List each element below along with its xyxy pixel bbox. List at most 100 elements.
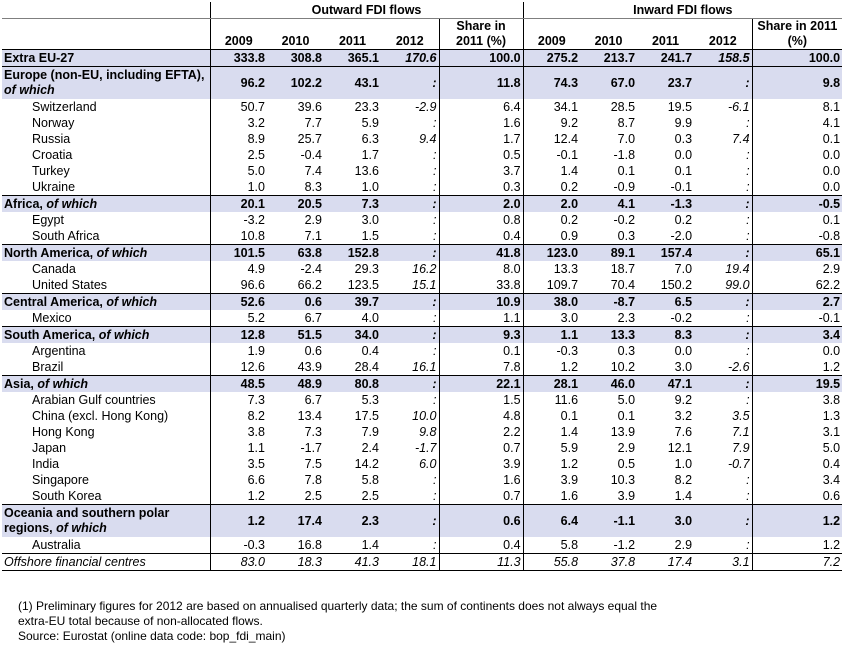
inward-2011-cell: 19.5 — [667, 99, 693, 114]
outward-2011-cell: 29.3 — [354, 261, 379, 276]
row-label: Oceania and southern polar regions, of w… — [2, 504, 210, 537]
row-label-text: Extra EU-27 — [4, 50, 75, 65]
inward-2012-cell: : — [694, 244, 753, 261]
inward-2011-cell: 150.2 — [660, 277, 693, 292]
row-label-text: Mexico — [32, 310, 72, 325]
outward-2009-cell: 5.2 — [209, 310, 267, 327]
outward-2012-cell: : — [433, 115, 437, 130]
inward-2012-cell: : — [746, 472, 750, 487]
outward-share-cell: 6.4 — [438, 99, 524, 115]
inward-share-cell: 1.3 — [751, 408, 843, 424]
table-row: Switzerland 50.7 39.6 23.3 -2.9 6.4 34.1 28.5 19… — [2, 99, 843, 115]
inward-2012-cell: 3.5 — [732, 408, 750, 423]
outward-2012-cell: 16.2 — [412, 261, 437, 276]
outward-2009-cell: 2.5 — [209, 147, 267, 163]
table-row: Ukraine 1.0 8.3 1.0:0.3 0.2 -0.9 -0.1:0.0 — [2, 179, 843, 196]
inward-2012-cell: : — [746, 310, 750, 325]
inward-2011-cell: 0.1 — [674, 163, 693, 178]
outward-2012-cell: : — [381, 244, 439, 261]
outward-2010-cell: 13.4 — [297, 408, 322, 423]
outward-2009-cell: 5.0 — [209, 163, 267, 179]
col-inward-2010: 2010 — [580, 18, 638, 50]
inward-2010-cell: 2.9 — [617, 440, 636, 455]
inward-2009-cell: 11.6 — [522, 392, 581, 408]
outward-share-cell: 10.9 — [438, 293, 524, 310]
outward-2010-cell: 25.7 — [297, 131, 322, 146]
col-outward-2012: 2012 — [381, 18, 439, 50]
outward-2011-cell: 2.5 — [361, 488, 379, 503]
source-note: Source: Eurostat (online data code: bop_… — [18, 629, 286, 643]
inward-share-cell: 62.2 — [751, 277, 843, 294]
outward-2012-cell: : — [381, 504, 439, 537]
outward-2009-cell: 1.9 — [209, 343, 267, 359]
inward-2012-cell: : — [746, 228, 750, 243]
inward-2010-cell: 37.8 — [580, 553, 638, 571]
inward-share-cell: 0.1 — [751, 131, 843, 147]
outward-share-cell: 0.1 — [438, 343, 524, 359]
table-row: India 3.5 7.5 14.2 6.0 3.9 1.2 0.5 1.0 -0.7 0.4 — [2, 456, 843, 472]
table-row: Argentina 1.9 0.6 0.4:0.1 -0.3 0.3 0.0:0.0 — [2, 343, 843, 359]
inward-2011-cell: -0.2 — [670, 310, 693, 325]
row-label: Australia — [2, 537, 210, 554]
inward-2010-cell: -1.8 — [613, 147, 636, 162]
outward-share-cell: 1.6 — [438, 472, 524, 488]
inward-2011-cell: 3.2 — [674, 408, 693, 423]
inward-2009-cell: 0.2 — [522, 212, 581, 228]
outward-2010-cell: -1.7 — [300, 440, 322, 455]
row-label-suffix: of which — [46, 196, 98, 211]
outward-2010-cell: 308.8 — [267, 49, 324, 67]
outward-2010-cell: 43.9 — [297, 359, 322, 374]
inward-2012-cell: : — [694, 195, 753, 212]
outward-2009-cell: 83.0 — [209, 553, 267, 571]
row-label-text: Arabian Gulf countries — [32, 392, 156, 407]
inward-2012-cell: : — [694, 293, 753, 310]
row-label-text: Singapore — [32, 472, 89, 487]
row-label-text: North America, — [4, 245, 97, 260]
row-label-text: Oceania and southern polar regions, — [4, 506, 170, 535]
outward-2009-cell: 1.2 — [209, 504, 267, 537]
outward-share-cell: 11.3 — [438, 553, 524, 571]
inward-2009-cell: 123.0 — [522, 244, 581, 261]
table-row: Asia, of which 48.5 48.9 80.8:22.1 28.1 46.0 4… — [2, 375, 843, 392]
row-label-text: Egypt — [32, 212, 64, 227]
outward-2011-cell: 365.1 — [324, 49, 381, 67]
outward-2009-cell: 4.9 — [209, 261, 267, 277]
row-label-text: Africa, — [4, 196, 47, 211]
outward-2009-cell: 3.8 — [209, 424, 267, 440]
outward-2011-cell: 39.7 — [324, 293, 381, 310]
row-label-text: Europe (non-EU, including EFTA), — [4, 68, 205, 82]
inward-share-cell: 0.0 — [751, 343, 843, 359]
inward-2010-cell: 28.5 — [610, 99, 636, 114]
outward-2010-cell: 0.6 — [267, 293, 324, 310]
inward-2009-cell: 0.1 — [522, 408, 581, 424]
outward-share-cell: 7.8 — [438, 359, 524, 376]
inward-2012-cell: -6.1 — [728, 99, 750, 114]
inward-2011-cell: 12.1 — [667, 440, 693, 455]
header-corner-lower — [2, 18, 210, 50]
outward-2011-cell: 28.4 — [354, 359, 379, 374]
row-label: South Korea — [2, 488, 210, 505]
inward-2012-cell: : — [746, 212, 750, 227]
inward-2009-cell: 34.1 — [522, 99, 581, 115]
outward-2012-cell: : — [433, 147, 437, 162]
inward-share-cell: 0.1 — [751, 212, 843, 228]
outward-2009-cell: -3.2 — [209, 212, 267, 228]
outward-2012-cell: : — [381, 195, 439, 212]
group-header-row: Outward FDI flows Inward FDI flows — [2, 2, 843, 19]
row-label: Arabian Gulf countries — [2, 392, 210, 408]
outward-2009-cell: 3.2 — [209, 115, 267, 131]
footnote-1-line-2: extra-EU total because of non-allocated … — [18, 614, 263, 628]
col-inward-2009: 2009 — [522, 18, 581, 50]
outward-2012-cell: 170.6 — [381, 49, 439, 67]
inward-2009-cell: 74.3 — [522, 66, 581, 99]
row-label-suffix: of which — [56, 521, 107, 535]
inward-2009-cell: 9.2 — [522, 115, 581, 131]
col-inward-2012: 2012 — [694, 18, 753, 50]
row-label-text: Australia — [32, 537, 81, 552]
row-label-suffix: of which — [37, 376, 89, 391]
outward-share-cell: 2.0 — [438, 195, 524, 212]
row-label: Asia, of which — [2, 375, 210, 392]
outward-2012-cell: : — [433, 472, 437, 487]
inward-2012-cell: 7.9 — [732, 440, 750, 455]
outward-2012-cell: : — [433, 343, 437, 358]
